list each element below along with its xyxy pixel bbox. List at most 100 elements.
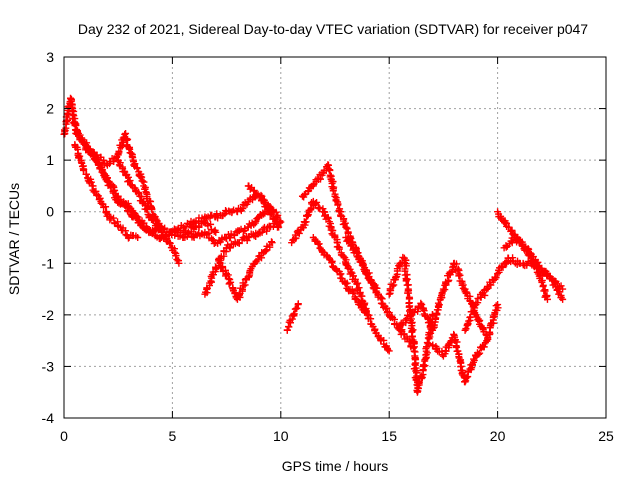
data-point: [143, 205, 151, 213]
data-point: [494, 301, 502, 309]
data-point: [166, 239, 174, 247]
data-point: [559, 295, 567, 303]
data-point: [335, 208, 343, 216]
data-point: [172, 252, 180, 260]
data-point: [254, 256, 262, 264]
data-point: [429, 341, 437, 349]
data-point: [405, 289, 413, 297]
data-point: [218, 264, 226, 272]
data-point: [109, 214, 117, 222]
series-track-3: [71, 141, 142, 242]
plot-frame: [63, 56, 607, 419]
x-tick-label: 10: [273, 428, 289, 444]
data-point: [471, 304, 479, 312]
data-point: [387, 286, 395, 294]
data-point: [290, 310, 298, 318]
data-point: [74, 129, 82, 137]
y-tick-label: -4: [42, 410, 55, 426]
data-point: [311, 199, 319, 207]
data-point: [292, 305, 300, 313]
data-point: [230, 206, 238, 214]
data-point: [528, 257, 536, 265]
data-point: [383, 342, 391, 350]
data-point: [430, 321, 438, 329]
data-point: [207, 220, 215, 228]
data-point: [543, 295, 551, 303]
series-track-10: [283, 300, 302, 334]
data-point: [363, 270, 371, 278]
data-point: [489, 313, 497, 321]
data-point: [354, 249, 362, 257]
data-point: [402, 276, 410, 284]
data-point: [100, 156, 108, 164]
data-point: [124, 135, 132, 143]
series-track-20: [500, 233, 551, 303]
data-point: [350, 288, 358, 296]
data-point: [344, 236, 352, 244]
data-point: [175, 259, 183, 267]
series-track-14: [342, 234, 415, 351]
data-point: [389, 282, 397, 290]
data-point: [417, 299, 425, 307]
data-point: [409, 344, 417, 352]
data-point: [356, 288, 364, 296]
data-point: [87, 178, 95, 186]
x-tick-label: 25: [598, 428, 614, 444]
data-point: [210, 227, 218, 235]
data-point: [127, 149, 135, 157]
data-point: [266, 243, 274, 251]
data-point: [410, 308, 418, 316]
data-point: [216, 258, 224, 266]
data-point: [238, 286, 246, 294]
data-point: [355, 284, 363, 292]
data-point: [226, 233, 234, 241]
data-point: [300, 191, 308, 199]
data-point: [315, 240, 323, 248]
data-point: [114, 192, 122, 200]
data-point: [131, 160, 139, 168]
data-point: [328, 259, 336, 267]
x-tick-label: 15: [381, 428, 397, 444]
data-point: [115, 147, 123, 155]
data-point: [226, 244, 234, 252]
data-point: [455, 270, 463, 278]
chart-title: Day 232 of 2021, Sidereal Day-to-day VTE…: [78, 21, 588, 37]
data-point: [268, 210, 276, 218]
data-point: [286, 319, 294, 327]
series-track-19: [494, 208, 567, 293]
data-point: [83, 174, 91, 182]
data-point: [71, 122, 79, 130]
data-point: [433, 309, 441, 317]
data-point: [345, 287, 353, 295]
data-point: [134, 188, 142, 196]
data-point: [172, 227, 180, 235]
data-point: [384, 346, 392, 354]
data-point: [245, 273, 253, 281]
data-point: [133, 164, 141, 172]
data-point: [137, 193, 145, 201]
data-point: [462, 377, 470, 385]
data-point: [507, 237, 515, 245]
data-point: [463, 320, 471, 328]
data-point: [324, 215, 332, 223]
grid-lines: [64, 57, 606, 418]
data-points: [60, 94, 567, 396]
data-point: [559, 285, 567, 293]
data-point: [353, 280, 361, 288]
series-track-11: [288, 197, 372, 319]
x-tick-label: 5: [169, 428, 177, 444]
data-point: [353, 295, 361, 303]
data-point: [414, 307, 422, 315]
data-point: [342, 280, 350, 288]
data-point: [99, 166, 107, 174]
data-point: [335, 245, 343, 253]
data-point: [403, 315, 411, 323]
data-point: [111, 187, 119, 195]
y-tick-label: 3: [46, 49, 54, 65]
x-tick-label: 0: [60, 428, 68, 444]
y-tick-label: -1: [42, 255, 55, 271]
data-point: [250, 186, 258, 194]
data-point: [419, 361, 427, 369]
data-point: [295, 229, 303, 237]
data-point: [463, 373, 471, 381]
